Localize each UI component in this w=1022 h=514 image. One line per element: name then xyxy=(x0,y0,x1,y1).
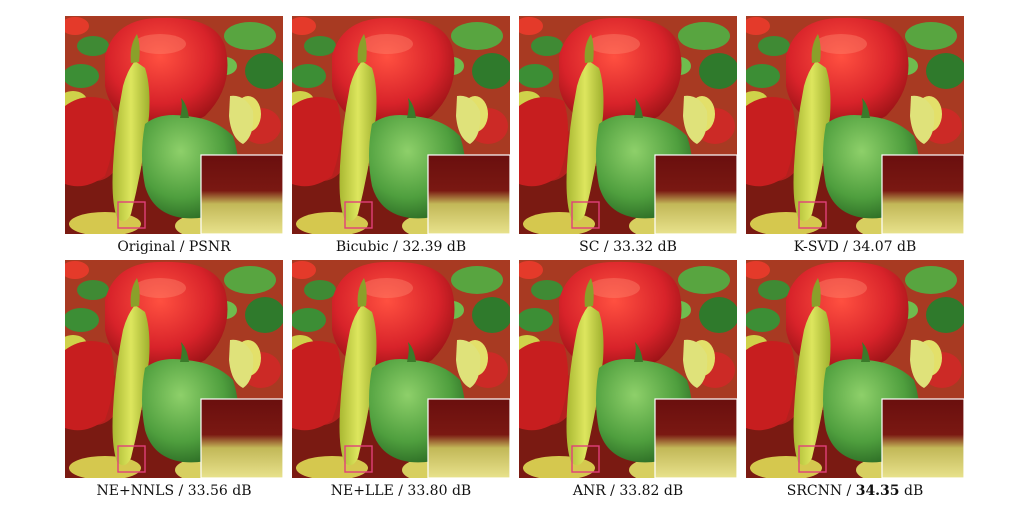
metric-unit: dB xyxy=(659,483,684,499)
separator: / xyxy=(175,239,189,255)
pepper-image-ne-nnls xyxy=(65,260,283,478)
method-label: K-SVD xyxy=(793,239,839,255)
metric-unit: dB xyxy=(447,483,472,499)
separator: / xyxy=(174,483,188,499)
method-label: NE+NNLS xyxy=(96,483,175,499)
method-label: Bicubic xyxy=(335,239,389,255)
method-label: SC xyxy=(579,239,600,255)
separator: / xyxy=(605,483,620,499)
method-label: Original xyxy=(117,239,176,255)
metric-value: PSNR xyxy=(188,239,231,255)
method-label: NE+LLE xyxy=(330,483,394,499)
caption-srcnn: SRCNN / 34.35 dB xyxy=(736,480,974,502)
caption-original: Original / PSNR xyxy=(55,236,293,258)
metric-unit: dB xyxy=(442,239,467,255)
metric-unit: dB xyxy=(653,239,677,255)
method-label: ANR xyxy=(572,483,606,499)
pepper-image-ksvd xyxy=(746,16,964,234)
metric-unit: dB xyxy=(892,239,917,255)
pepper-image-anr xyxy=(519,260,737,478)
separator: / xyxy=(842,483,856,499)
caption-ne-lle: NE+LLE / 33.80 dB xyxy=(282,480,520,502)
separator: / xyxy=(838,239,853,255)
separator: / xyxy=(393,483,408,499)
pepper-image-original xyxy=(65,16,283,234)
separator: / xyxy=(388,239,403,255)
metric-value: 34.07 xyxy=(852,239,893,255)
caption-bicubic: Bicubic / 32.39 dB xyxy=(282,236,520,258)
caption-anr: ANR / 33.82 dB xyxy=(509,480,747,502)
method-label: SRCNN xyxy=(786,483,843,499)
metric-value-best: 34.35 xyxy=(855,483,900,499)
pepper-image-ne-lle xyxy=(292,260,510,478)
caption-ne-nnls: NE+NNLS / 33.56 dB xyxy=(55,480,293,502)
metric-value: 33.80 xyxy=(407,483,448,499)
pepper-image-sc xyxy=(519,16,737,234)
caption-ksvd: K-SVD / 34.07 dB xyxy=(736,236,974,258)
metric-value: 33.82 xyxy=(619,483,660,499)
metric-unit: dB xyxy=(227,483,252,499)
pepper-image-bicubic xyxy=(292,16,510,234)
separator: / xyxy=(599,239,614,255)
pepper-image-srcnn xyxy=(746,260,964,478)
metric-value: 33.56 xyxy=(187,483,228,499)
caption-sc: SC / 33.32 dB xyxy=(509,236,747,258)
metric-value: 32.39 xyxy=(402,239,443,255)
metric-unit: dB xyxy=(899,483,924,499)
metric-value: 33.32 xyxy=(613,239,654,255)
